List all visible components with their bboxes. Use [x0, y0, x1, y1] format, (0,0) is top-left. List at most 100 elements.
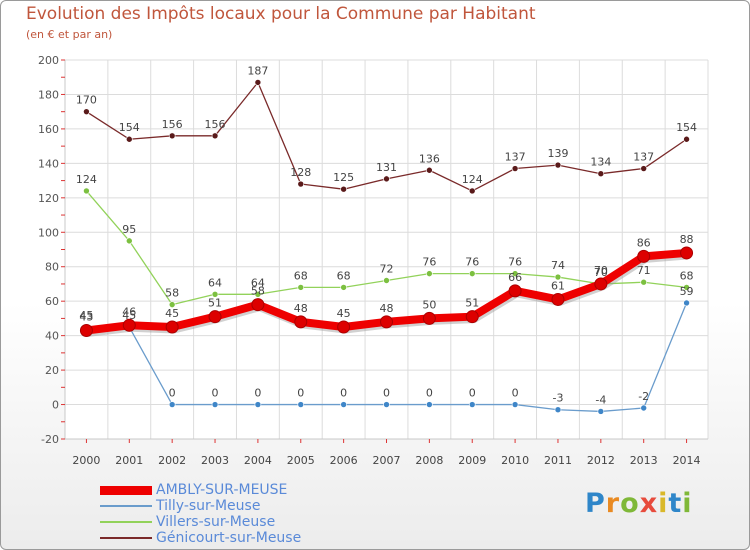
- data-point-tilly-sur-meuse: [640, 404, 648, 412]
- plot-area: [65, 60, 708, 439]
- data-label-villers-sur-meuse: 58: [165, 287, 179, 300]
- data-label-villers-sur-meuse: 76: [422, 256, 436, 269]
- data-point-g-nicourt-sur-meuse: [297, 180, 305, 188]
- x-tick-label: 2000: [72, 454, 100, 467]
- data-label-villers-sur-meuse: 76: [465, 256, 479, 269]
- y-tick-label: 0: [52, 399, 59, 412]
- data-point-ambly-sur-meuse: [422, 311, 436, 325]
- data-label-villers-sur-meuse: 74: [551, 259, 565, 272]
- data-label-ambly-sur-meuse: 50: [422, 298, 436, 311]
- data-point-g-nicourt-sur-meuse: [683, 135, 690, 143]
- x-tick-label: 2011: [544, 454, 572, 467]
- data-point-g-nicourt-sur-meuse: [340, 185, 347, 193]
- data-label-villers-sur-meuse: 64: [208, 276, 222, 289]
- data-label-g-nicourt-sur-meuse: 156: [162, 118, 183, 131]
- x-tick-label: 2003: [201, 454, 229, 467]
- data-point-villers-sur-meuse: [383, 277, 390, 284]
- data-label-g-nicourt-sur-meuse: 154: [119, 121, 140, 134]
- y-tick-label: 140: [38, 157, 59, 170]
- data-label-g-nicourt-sur-meuse: 136: [419, 152, 440, 165]
- x-tick-label: 2001: [115, 454, 143, 467]
- x-tick-label: 2004: [244, 454, 272, 467]
- data-point-villers-sur-meuse: [426, 270, 433, 277]
- data-label-tilly-sur-meuse: 0: [340, 387, 347, 400]
- x-tick-label: 2002: [158, 454, 186, 467]
- x-tick-label: 2005: [287, 454, 315, 467]
- data-label-ambly-sur-meuse: 58: [251, 285, 265, 298]
- chart-title: Evolution des Impôts locaux pour la Comm…: [26, 4, 536, 24]
- data-label-ambly-sur-meuse: 66: [508, 271, 522, 284]
- data-label-g-nicourt-sur-meuse: 187: [247, 64, 268, 77]
- data-point-villers-sur-meuse: [83, 187, 90, 195]
- data-label-tilly-sur-meuse: 45: [122, 309, 136, 322]
- data-label-tilly-sur-meuse: 59: [680, 285, 694, 298]
- data-label-tilly-sur-meuse: 0: [297, 387, 304, 400]
- legend-label-ambly: AMBLY-SUR-MEUSE: [156, 482, 288, 498]
- data-point-tilly-sur-meuse: [297, 401, 305, 408]
- data-point-villers-sur-meuse: [554, 273, 562, 281]
- data-point-ambly-sur-meuse: [680, 246, 694, 260]
- data-point-ambly-sur-meuse: [637, 249, 651, 263]
- data-label-tilly-sur-meuse: 0: [169, 387, 176, 400]
- data-label-tilly-sur-meuse: 0: [383, 387, 390, 400]
- data-label-ambly-sur-meuse: 45: [337, 307, 351, 320]
- data-point-villers-sur-meuse: [468, 270, 476, 277]
- x-tick-label: 2007: [373, 454, 401, 467]
- data-label-g-nicourt-sur-meuse: 137: [505, 151, 526, 164]
- data-point-villers-sur-meuse: [640, 278, 648, 286]
- y-tick-label: 120: [38, 192, 59, 205]
- data-point-villers-sur-meuse: [340, 284, 347, 291]
- data-label-ambly-sur-meuse: 70: [594, 264, 608, 277]
- data-label-g-nicourt-sur-meuse: 131: [376, 161, 397, 174]
- data-label-villers-sur-meuse: 124: [76, 173, 97, 186]
- legend: AMBLY-SUR-MEUSE Tilly-sur-Meuse Villers-…: [100, 482, 360, 547]
- data-label-g-nicourt-sur-meuse: 139: [547, 147, 568, 160]
- data-label-tilly-sur-meuse: 45: [79, 309, 93, 322]
- data-label-g-nicourt-sur-meuse: 170: [76, 94, 97, 107]
- legend-swatch-villers: [100, 521, 152, 523]
- data-label-g-nicourt-sur-meuse: 125: [333, 171, 354, 184]
- legend-item-genicourt: Génicourt-sur-Meuse: [100, 530, 360, 547]
- data-point-ambly-sur-meuse: [594, 277, 608, 291]
- data-point-g-nicourt-sur-meuse: [511, 165, 519, 172]
- legend-swatch-tilly: [100, 505, 152, 507]
- y-tick-label: 100: [38, 226, 59, 239]
- data-point-ambly-sur-meuse: [122, 318, 136, 332]
- data-point-villers-sur-meuse: [168, 301, 176, 308]
- data-label-tilly-sur-meuse: 0: [426, 387, 433, 400]
- data-label-villers-sur-meuse: 76: [508, 256, 522, 269]
- data-point-villers-sur-meuse: [511, 270, 519, 277]
- data-point-ambly-sur-meuse: [208, 310, 222, 324]
- data-point-g-nicourt-sur-meuse: [468, 187, 476, 195]
- data-point-ambly-sur-meuse: [251, 298, 265, 312]
- x-tick-label: 2014: [673, 454, 701, 467]
- data-label-villers-sur-meuse: 70: [594, 266, 608, 279]
- x-tick-label: 2013: [630, 454, 658, 467]
- data-point-ambly-sur-meuse: [551, 292, 565, 306]
- x-tick-label: 2008: [415, 454, 443, 467]
- data-label-tilly-sur-meuse: 0: [212, 387, 219, 400]
- data-point-tilly-sur-meuse: [340, 401, 347, 408]
- data-label-g-nicourt-sur-meuse: 137: [633, 151, 654, 164]
- legend-item-villers: Villers-sur-Meuse: [100, 514, 360, 531]
- data-label-ambly-sur-meuse: 61: [551, 279, 565, 292]
- data-point-ambly-sur-meuse: [79, 323, 93, 337]
- data-label-tilly-sur-meuse: -2: [638, 390, 649, 403]
- data-label-villers-sur-meuse: 68: [294, 269, 308, 282]
- data-point-tilly-sur-meuse: [426, 401, 433, 408]
- data-point-tilly-sur-meuse: [683, 299, 690, 307]
- data-label-ambly-sur-meuse: 51: [208, 297, 222, 310]
- data-label-ambly-sur-meuse: 43: [79, 310, 93, 323]
- legend-swatch-ambly: [100, 486, 152, 495]
- data-point-ambly-sur-meuse: [294, 315, 308, 329]
- data-point-villers-sur-meuse: [297, 284, 305, 291]
- data-point-villers-sur-meuse: [126, 237, 133, 245]
- data-label-ambly-sur-meuse: 88: [680, 233, 694, 246]
- data-point-g-nicourt-sur-meuse: [211, 132, 219, 140]
- x-tick-label: 2012: [587, 454, 615, 467]
- proxiti-logo: Proxiti: [585, 488, 693, 519]
- y-tick-label: 60: [45, 295, 59, 308]
- data-label-ambly-sur-meuse: 48: [380, 302, 394, 315]
- data-point-tilly-sur-meuse: [511, 401, 519, 408]
